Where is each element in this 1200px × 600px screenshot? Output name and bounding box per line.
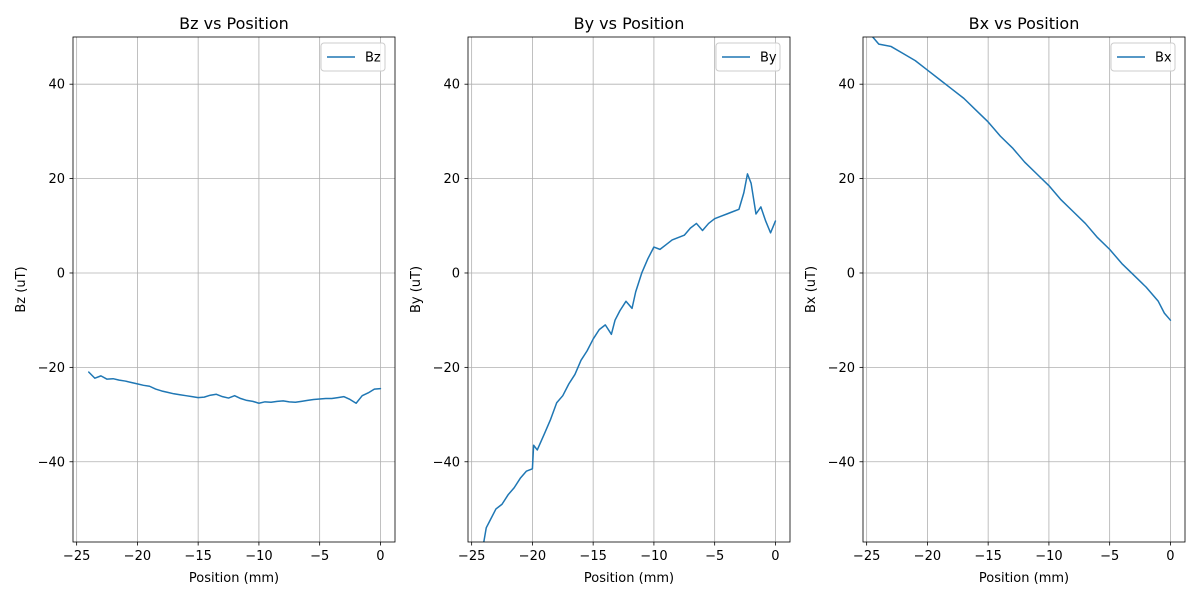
y-tick-label: −20 — [38, 361, 65, 376]
y-tick-label: 20 — [443, 172, 460, 187]
x-tick-label: −25 — [63, 549, 90, 564]
x-axis-label: Position (mm) — [189, 571, 279, 586]
x-axis-label: Position (mm) — [584, 571, 674, 586]
chart-title: Bz vs Position — [179, 14, 289, 33]
y-tick-label: −20 — [828, 361, 855, 376]
x-tick-label: −5 — [310, 549, 329, 564]
y-tick-label: −40 — [828, 455, 855, 470]
axes-frame — [467, 36, 791, 543]
chart-panel-2: −25 −20 −15 −10 −5 0 −40 −20 0 20 40 Bx vs Position… — [804, 14, 1186, 586]
x-tick-label: −5 — [705, 549, 724, 564]
y-tick-label: 40 — [443, 78, 460, 93]
x-tick-label: −5 — [1100, 549, 1119, 564]
y-axis-label: By (uT) — [409, 266, 424, 313]
y-tick-label: 0 — [847, 266, 855, 281]
x-tick-label: −15 — [579, 549, 606, 564]
y-tick-label: −40 — [433, 455, 460, 470]
chart-panel-0: −25 −20 −15 −10 −5 0 −40 −20 0 20 40 Bz vs Position… — [14, 14, 396, 586]
y-tick-label: −40 — [38, 455, 65, 470]
x-tick-label: −10 — [1035, 549, 1062, 564]
x-tick-label: −20 — [519, 549, 546, 564]
x-tick-label: −15 — [184, 549, 211, 564]
chart-panel-1: −25 −20 −15 −10 −5 0 −40 −20 0 20 40 By vs Position… — [409, 14, 791, 586]
series-line-By — [483, 173, 777, 542]
y-tick-label: 20 — [48, 172, 65, 187]
legend-label: Bx — [1155, 51, 1172, 66]
x-tick-label: −15 — [974, 549, 1001, 564]
y-tick-label: 40 — [48, 78, 65, 93]
axes-frame — [862, 36, 1186, 543]
x-tick-label: −10 — [640, 549, 667, 564]
axes-frame — [72, 36, 396, 543]
y-axis-label: Bz (uT) — [14, 266, 29, 312]
series-line-Bx — [871, 37, 1172, 321]
x-tick-label: −20 — [124, 549, 151, 564]
x-tick-label: −20 — [914, 549, 941, 564]
x-tick-label: −10 — [245, 549, 272, 564]
legend: By — [715, 42, 781, 72]
y-tick-label: −20 — [433, 361, 460, 376]
series-line-Bz — [88, 371, 382, 404]
chart-title: By vs Position — [574, 14, 685, 33]
x-tick-label: −25 — [853, 549, 880, 564]
x-axis-label: Position (mm) — [979, 571, 1069, 586]
y-axis-label: Bx (uT) — [804, 266, 819, 313]
legend: Bx — [1110, 42, 1176, 72]
chart-title: Bx vs Position — [969, 14, 1080, 33]
y-tick-label: 0 — [452, 266, 460, 281]
y-tick-label: 20 — [838, 172, 855, 187]
legend: Bz — [320, 42, 386, 72]
legend-label: By — [760, 51, 777, 66]
x-tick-label: −25 — [458, 549, 485, 564]
legend-label: Bz — [365, 51, 381, 66]
y-tick-label: 0 — [57, 266, 65, 281]
x-tick-label: 0 — [376, 549, 384, 564]
x-tick-label: 0 — [1166, 549, 1174, 564]
x-tick-label: 0 — [771, 549, 779, 564]
y-tick-label: 40 — [838, 78, 855, 93]
